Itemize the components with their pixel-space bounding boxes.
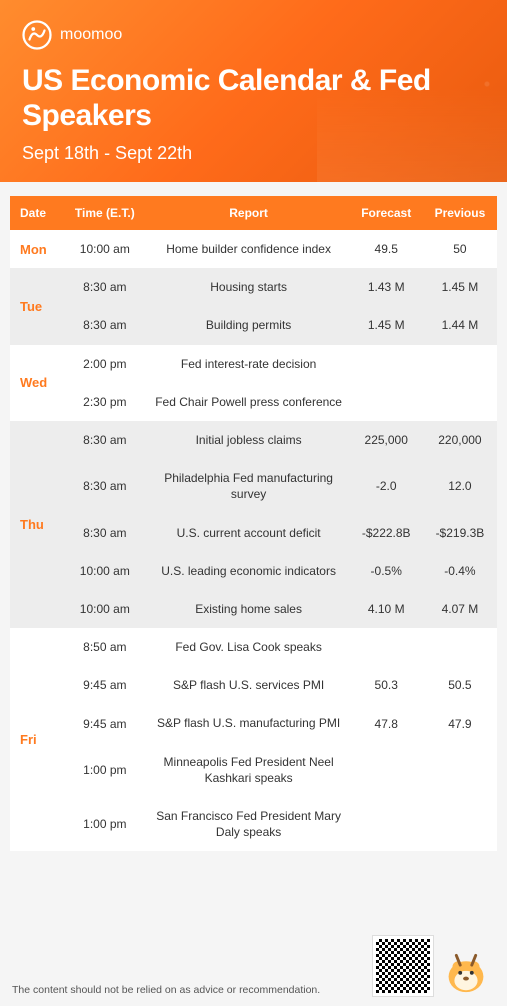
cell-forecast: -$222.8B (350, 514, 423, 552)
day-label: Wed (10, 345, 62, 421)
header: moomoo US Economic Calendar & Fed Speake… (0, 0, 507, 182)
footer-right (373, 936, 495, 996)
cell-report: S&P flash U.S. manufacturing PMI (148, 704, 350, 742)
cell-forecast (350, 797, 423, 851)
cell-report: San Francisco Fed President Mary Daly sp… (148, 797, 350, 851)
table-row: 9:45 amS&P flash U.S. services PMI50.350… (10, 666, 497, 704)
cell-report: Housing starts (148, 268, 350, 306)
cell-time: 8:30 am (62, 514, 148, 552)
cell-report: U.S. current account deficit (148, 514, 350, 552)
col-previous: Previous (423, 196, 497, 230)
table-row: Mon10:00 amHome builder confidence index… (10, 230, 497, 268)
cell-previous: -$219.3B (423, 514, 497, 552)
cell-report: U.S. leading economic indicators (148, 552, 350, 590)
date-range: Sept 18th - Sept 22th (22, 143, 485, 164)
cell-previous: 1.44 M (423, 306, 497, 344)
cell-time: 10:00 am (62, 230, 148, 268)
table-row: Fri8:50 amFed Gov. Lisa Cook speaks (10, 628, 497, 666)
cell-time: 10:00 am (62, 590, 148, 628)
page-title: US Economic Calendar & Fed Speakers (22, 64, 485, 133)
cell-report: Fed Gov. Lisa Cook speaks (148, 628, 350, 666)
cell-forecast (350, 743, 423, 797)
cell-previous: 1.45 M (423, 268, 497, 306)
table-row: 10:00 amExisting home sales4.10 M4.07 M (10, 590, 497, 628)
cell-report: Existing home sales (148, 590, 350, 628)
table-row: 1:00 pmMinneapolis Fed President Neel Ka… (10, 743, 497, 797)
cell-time: 2:30 pm (62, 383, 148, 421)
calendar-table: Date Time (E.T.) Report Forecast Previou… (10, 196, 497, 851)
cell-previous: 50.5 (423, 666, 497, 704)
table-row: 8:30 amU.S. current account deficit-$222… (10, 514, 497, 552)
table-row: Thu8:30 amInitial jobless claims225,0002… (10, 421, 497, 459)
cell-forecast: 49.5 (350, 230, 423, 268)
cell-forecast: 4.10 M (350, 590, 423, 628)
cell-time: 2:00 pm (62, 345, 148, 383)
day-label: Mon (10, 230, 62, 268)
cell-forecast: 225,000 (350, 421, 423, 459)
cell-previous (423, 797, 497, 851)
cell-forecast (350, 628, 423, 666)
cell-time: 8:30 am (62, 421, 148, 459)
brand: moomoo (22, 20, 485, 50)
cell-previous: -0.4% (423, 552, 497, 590)
cell-previous: 4.07 M (423, 590, 497, 628)
cell-previous (423, 345, 497, 383)
table-row: 10:00 amU.S. leading economic indicators… (10, 552, 497, 590)
cell-forecast: 1.45 M (350, 306, 423, 344)
cell-time: 8:50 am (62, 628, 148, 666)
disclaimer-text: The content should not be relied on as a… (12, 984, 373, 996)
cell-forecast: -2.0 (350, 459, 423, 513)
col-date: Date (10, 196, 62, 230)
cell-forecast: -0.5% (350, 552, 423, 590)
table-row: 1:00 pmSan Francisco Fed President Mary … (10, 797, 497, 851)
cell-forecast (350, 345, 423, 383)
table-row: 9:45 amS&P flash U.S. manufacturing PMI4… (10, 704, 497, 742)
table-header-row: Date Time (E.T.) Report Forecast Previou… (10, 196, 497, 230)
cell-report: Fed interest-rate decision (148, 345, 350, 383)
cell-report: Minneapolis Fed President Neel Kashkari … (148, 743, 350, 797)
brand-name: moomoo (60, 26, 122, 44)
cell-previous (423, 383, 497, 421)
cell-report: Philadelphia Fed manufacturing survey (148, 459, 350, 513)
cell-time: 9:45 am (62, 666, 148, 704)
cell-forecast: 1.43 M (350, 268, 423, 306)
day-label: Tue (10, 268, 62, 344)
footer: The content should not be relied on as a… (0, 922, 507, 1006)
cell-time: 10:00 am (62, 552, 148, 590)
table-row: Wed2:00 pmFed interest-rate decision (10, 345, 497, 383)
cell-previous: 12.0 (423, 459, 497, 513)
col-report: Report (148, 196, 350, 230)
cell-report: Fed Chair Powell press conference (148, 383, 350, 421)
qr-code-icon (373, 936, 433, 996)
table-row: Tue8:30 amHousing starts1.43 M1.45 M (10, 268, 497, 306)
table-row: 2:30 pmFed Chair Powell press conference (10, 383, 497, 421)
day-label: Fri (10, 628, 62, 851)
table-row: 8:30 amBuilding permits1.45 M1.44 M (10, 306, 497, 344)
cell-report: Home builder confidence index (148, 230, 350, 268)
cell-previous (423, 628, 497, 666)
cell-forecast: 47.8 (350, 704, 423, 742)
col-forecast: Forecast (350, 196, 423, 230)
col-time: Time (E.T.) (62, 196, 148, 230)
cell-previous (423, 743, 497, 797)
mascot-icon (437, 938, 495, 996)
calendar-table-wrap: Date Time (E.T.) Report Forecast Previou… (0, 182, 507, 851)
day-label: Thu (10, 421, 62, 628)
cell-time: 8:30 am (62, 459, 148, 513)
cell-previous: 50 (423, 230, 497, 268)
cell-previous: 220,000 (423, 421, 497, 459)
cell-forecast (350, 383, 423, 421)
cell-previous: 47.9 (423, 704, 497, 742)
cell-report: Building permits (148, 306, 350, 344)
cell-time: 1:00 pm (62, 743, 148, 797)
table-row: 8:30 amPhiladelphia Fed manufacturing su… (10, 459, 497, 513)
cell-time: 1:00 pm (62, 797, 148, 851)
cell-time: 8:30 am (62, 306, 148, 344)
cell-time: 9:45 am (62, 704, 148, 742)
cell-forecast: 50.3 (350, 666, 423, 704)
cell-time: 8:30 am (62, 268, 148, 306)
cell-report: Initial jobless claims (148, 421, 350, 459)
brand-logo-icon (22, 20, 52, 50)
cell-report: S&P flash U.S. services PMI (148, 666, 350, 704)
